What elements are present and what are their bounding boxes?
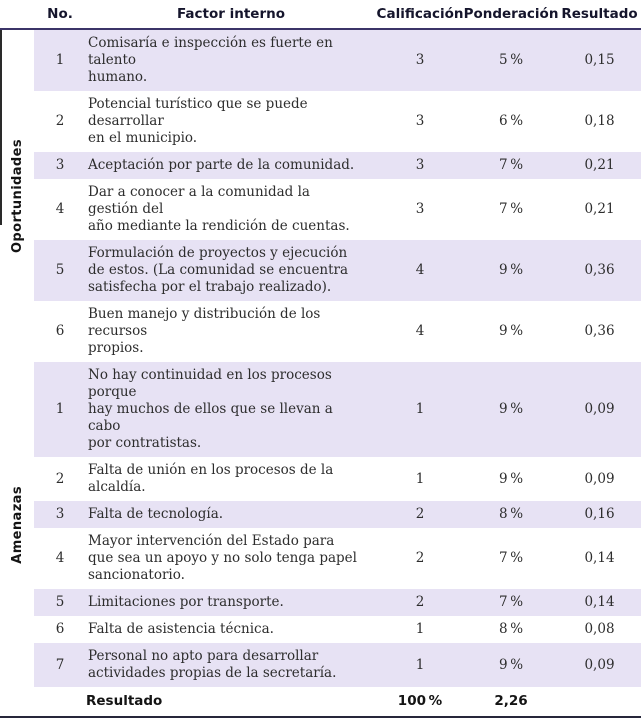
no-cell: 3: [34, 152, 86, 179]
no-cell: 2: [55, 113, 65, 129]
resultado-cell: 0,09: [584, 470, 615, 487]
calificacion-cell: 2: [415, 550, 425, 566]
resultado-cell: 0,21: [558, 152, 641, 179]
no-cell: 5: [34, 240, 86, 301]
resultado-cell: 0,36: [584, 323, 615, 339]
ponderacion-cell: 7 %: [464, 152, 558, 179]
factor-cell: Personal no apto para desarrollar activi…: [86, 643, 376, 687]
resultado-cell: 0,36: [558, 240, 641, 301]
factor-cell: Falta de asistencia técnica.: [88, 621, 274, 637]
calificacion-cell: 1: [415, 470, 425, 487]
calificacion-cell: 3: [376, 152, 464, 179]
column-header-resultado: Resultado: [561, 5, 638, 22]
resultado-cell: 0,21: [584, 201, 615, 217]
factor-cell: No hay continuidad en los procesos porqu…: [86, 362, 376, 457]
section-gutter-oportunidades: Oportunidades: [0, 30, 34, 362]
no-cell: 4: [55, 201, 65, 217]
factor-cell: Potencial turístico que se puede desarro…: [88, 96, 308, 146]
ponderacion-cell: 6 %: [498, 113, 524, 129]
section-label-oportunidades: Oportunidades: [9, 138, 25, 254]
no-cell: 6: [55, 323, 65, 339]
resultado-cell: 0,16: [558, 501, 641, 528]
resultado-cell: 0,14: [558, 589, 641, 616]
no-cell: 2: [55, 470, 65, 487]
section-gutter-amenazas: Amenazas: [0, 362, 34, 687]
factor-cell: Limitaciones por transporte.: [86, 589, 376, 616]
ponderacion-cell: 9 %: [464, 240, 558, 301]
factor-cell: Dar a conocer a la comunidad la gestión …: [88, 184, 350, 234]
footer-total-percentage: 100 %: [397, 693, 443, 709]
ponderacion-cell: 8 %: [464, 501, 558, 528]
ponderacion-cell: 8 %: [498, 621, 524, 637]
no-cell: 3: [34, 501, 86, 528]
calificacion-cell: 4: [415, 323, 425, 339]
factor-cell: Mayor intervención del Estado para que s…: [88, 533, 357, 583]
ponderacion-cell: 9 %: [498, 470, 524, 487]
footer-total-result: 2,26: [494, 693, 528, 709]
column-header-calificacion: Calificación: [376, 5, 464, 22]
ponderacion-cell: 9 %: [464, 643, 558, 687]
factor-cell: Buen manejo y distribución de los recurs…: [88, 306, 321, 356]
calificacion-cell: 1: [376, 362, 464, 457]
header-divider-rule: [0, 28, 641, 30]
calificacion-cell: 3: [415, 113, 425, 129]
ponderacion-cell: 7 %: [498, 550, 524, 566]
resultado-cell: 0,14: [584, 550, 615, 566]
factor-cell: Aceptación por parte de la comunidad.: [86, 152, 376, 179]
resultado-cell: 0,09: [558, 362, 641, 457]
ponderacion-cell: 7 %: [498, 201, 524, 217]
resultado-cell: 0,18: [584, 113, 615, 129]
factor-cell: Comisaría e inspección es fuerte en tale…: [86, 30, 376, 91]
calificacion-cell: 2: [376, 589, 464, 616]
left-edge-line: [0, 30, 2, 225]
ponderacion-cell: 5 %: [464, 30, 558, 91]
column-header-no: No.: [47, 5, 73, 22]
footer-resultado-label: Resultado: [86, 693, 163, 709]
resultado-cell: 0,09: [558, 643, 641, 687]
ponderacion-cell: 9 %: [498, 323, 524, 339]
calificacion-cell: 2: [376, 501, 464, 528]
footer-empty-cell: [558, 687, 641, 715]
factor-cell: Formulación de proyectos y ejecución de …: [86, 240, 376, 301]
calificacion-cell: 4: [376, 240, 464, 301]
section-label-amenazas: Amenazas: [9, 485, 25, 564]
factor-cell: Falta de tecnología.: [86, 501, 376, 528]
column-header-factor: Factor interno: [176, 5, 286, 22]
calificacion-cell: 1: [415, 621, 425, 637]
ponderacion-cell: 9 %: [464, 362, 558, 457]
resultado-cell: 0,15: [558, 30, 641, 91]
no-cell: 6: [55, 621, 65, 637]
calificacion-cell: 1: [376, 643, 464, 687]
factor-cell: Falta de unión en los procesos de la alc…: [88, 462, 334, 495]
no-cell: 1: [34, 30, 86, 91]
resultado-cell: 0,08: [584, 621, 615, 637]
calificacion-cell: 3: [415, 201, 425, 217]
column-header-ponderacion: Ponderación: [463, 5, 559, 22]
no-cell: 5: [34, 589, 86, 616]
no-cell: 1: [34, 362, 86, 457]
ponderacion-cell: 7 %: [464, 589, 558, 616]
no-cell: 7: [34, 643, 86, 687]
no-cell: 4: [55, 550, 65, 566]
calificacion-cell: 3: [376, 30, 464, 91]
